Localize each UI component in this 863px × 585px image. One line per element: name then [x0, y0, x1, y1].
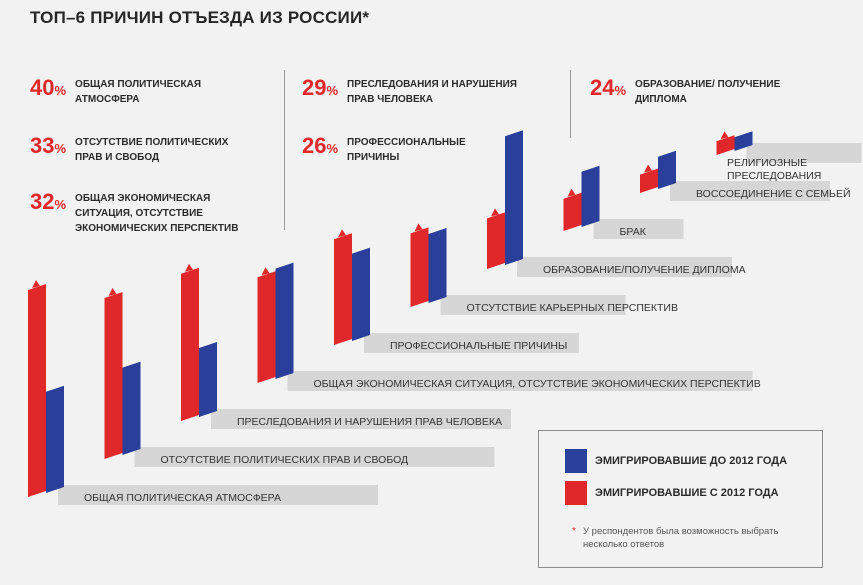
top-reason-label: ОБЩАЯ ПОЛИТИЧЕСКАЯ АТМОСФЕРА — [75, 79, 202, 105]
category-label-line: РЕЛИГИОЗНЫЕ — [727, 157, 807, 169]
category-label: ОБЩАЯ ЭКОНОМИЧЕСКАЯ СИТУАЦИЯ, ОТСУТСТВИЕ… — [314, 378, 761, 390]
category-shadow — [287, 371, 753, 391]
bar-top-marker — [491, 208, 499, 217]
category-label: ОБРАЗОВАНИЕ/ПОЛУЧЕНИЕ ДИПЛОМА — [543, 264, 746, 276]
bar-before-2012 — [505, 130, 523, 265]
bar-after-2012 — [28, 284, 46, 497]
category-shadow — [211, 409, 511, 429]
bar-after-2012 — [640, 168, 658, 193]
divider-1 — [284, 70, 285, 230]
bar-after-2012 — [257, 271, 276, 383]
bar-before-2012 — [275, 262, 294, 379]
category-shadow — [134, 447, 495, 467]
top-reason-4: 29% ПРЕСЛЕДОВАНИЯ И НАРУШЕНИЯ ПРАВ ЧЕЛОВ… — [302, 76, 552, 107]
bar-top-marker — [185, 263, 193, 272]
bar-before-2012 — [46, 385, 64, 493]
bar-before-2012 — [734, 131, 753, 151]
top-reason-percent: 32% — [30, 189, 67, 214]
category-label: ВОССОЕДИНЕНИЕ С СЕМЬЕЙ — [696, 187, 851, 200]
top-reason-percent: 24% — [590, 75, 627, 100]
bar-after-2012 — [334, 233, 352, 345]
top-reason-3: 32% ОБЩАЯ ЭКОНОМИЧЕСКАЯ СИТУАЦИЯ, ОТСУТС… — [30, 190, 270, 236]
legend: ЭМИГРИРОВАВШИЕ ДО 2012 ГОДА ЭМИГРИРОВАВШ… — [538, 430, 823, 568]
category-shadow — [58, 485, 378, 505]
bar-before-2012 — [352, 247, 370, 341]
top-reason-1: 40% ОБЩАЯ ПОЛИТИЧЕСКАЯ АТМОСФЕРА — [30, 76, 260, 107]
category-shadow — [593, 219, 684, 239]
bar-top-marker — [338, 229, 346, 238]
bar-top-marker — [720, 131, 729, 140]
top-reason-6: 24% ОБРАЗОВАНИЕ/ ПОЛУЧЕНИЕ ДИПЛОМА — [590, 76, 830, 107]
bar-before-2012 — [428, 228, 447, 303]
top-reason-label: ОБРАЗОВАНИЕ/ ПОЛУЧЕНИЕ ДИПЛОМА — [635, 79, 781, 105]
footnote: * У респондентов была возможность выбрат… — [572, 525, 798, 551]
top-reason-5: 26% ПРОФЕССИОНАЛЬНЫЕ ПРИЧИНЫ — [302, 134, 522, 165]
top-reason-label: ПРЕСЛЕДОВАНИЯ И НАРУШЕНИЯ ПРАВ ЧЕЛОВЕКА — [347, 79, 517, 105]
bar-before-2012 — [581, 165, 600, 227]
top-reason-percent: 29% — [302, 75, 339, 100]
chart-title: ТОП–6 ПРИЧИН ОТЪЕЗДА ИЗ РОССИИ* — [30, 8, 370, 27]
footnote-star: * — [572, 526, 576, 537]
top-reason-label: ОТСУТСТВИЕ ПОЛИТИЧЕСКИХ ПРАВ И СВОБОД — [75, 137, 229, 163]
category-label-line: ПРЕСЛЕДОВАНИЯ — [727, 170, 821, 182]
category-shadow — [517, 257, 732, 277]
category-shadow — [746, 143, 862, 163]
divider-2 — [570, 70, 571, 138]
bar-after-2012 — [563, 192, 582, 231]
legend-label-before: ЭМИГРИРОВАВШИЕ ДО 2012 ГОДА — [595, 455, 788, 467]
bar-top-marker — [644, 164, 652, 173]
bar-before-2012 — [199, 342, 217, 417]
bar-before-2012 — [658, 150, 676, 189]
footnote-text: У респондентов была возможность выбрать … — [583, 526, 779, 550]
bar-top-marker — [108, 288, 117, 296]
top-reason-percent: 40% — [30, 75, 67, 100]
top-reason-percent: 26% — [302, 133, 339, 158]
top-reason-2: 33% ОТСУТСТВИЕ ПОЛИТИЧЕСКИХ ПРАВ И СВОБО… — [30, 134, 260, 165]
top-reason-label: ПРОФЕССИОНАЛЬНЫЕ ПРИЧИНЫ — [347, 137, 466, 163]
legend-label-after: ЭМИГРИРОВАВШИЕ С 2012 ГОДА — [595, 487, 779, 499]
bar-after-2012 — [716, 135, 735, 155]
bar-top-marker — [261, 267, 270, 276]
legend-swatch-before — [565, 449, 587, 473]
category-shadow — [670, 181, 830, 201]
bar-after-2012 — [410, 227, 429, 307]
bar-after-2012 — [487, 212, 505, 269]
bar-after-2012 — [181, 267, 199, 421]
bar-after-2012 — [104, 292, 123, 459]
category-label: ПРОФЕССИОНАЛЬНЫЕ ПРИЧИНЫ — [390, 340, 567, 352]
category-label: ОБЩАЯ ПОЛИТИЧЕСКАЯ АТМОСФЕРА — [84, 492, 281, 504]
bar-top-marker — [414, 223, 423, 232]
category-shadow — [364, 333, 579, 353]
category-label: ПРЕСЛЕДОВАНИЯ И НАРУШЕНИЯ ПРАВ ЧЕЛОВЕКА — [237, 416, 502, 428]
category-shadow — [440, 295, 626, 315]
legend-item-before: ЭМИГРИРОВАВШИЕ ДО 2012 ГОДА — [565, 449, 787, 473]
category-label: РЕЛИГИОЗНЫЕ ПРЕСЛЕДОВАНИЯ — [727, 157, 821, 182]
bar-top-marker — [32, 280, 40, 288]
category-label: БРАК — [620, 226, 647, 238]
legend-swatch-after — [565, 481, 587, 505]
category-label: ОТСУТСТВИЕ ПОЛИТИЧЕСКИХ ПРАВ И СВОБОД — [161, 454, 409, 466]
category-label: ОТСУТСТВИЕ КАРЬЕРНЫХ ПЕРСПЕКТИВ — [467, 302, 679, 314]
bar-before-2012 — [122, 361, 141, 455]
bar-top-marker — [567, 188, 576, 197]
top-reason-label: ОБЩАЯ ЭКОНОМИЧЕСКАЯ СИТУАЦИЯ, ОТСУТСТВИЕ… — [75, 193, 239, 234]
legend-item-after: ЭМИГРИРОВАВШИЕ С 2012 ГОДА — [565, 481, 779, 505]
top-reason-percent: 33% — [30, 133, 67, 158]
